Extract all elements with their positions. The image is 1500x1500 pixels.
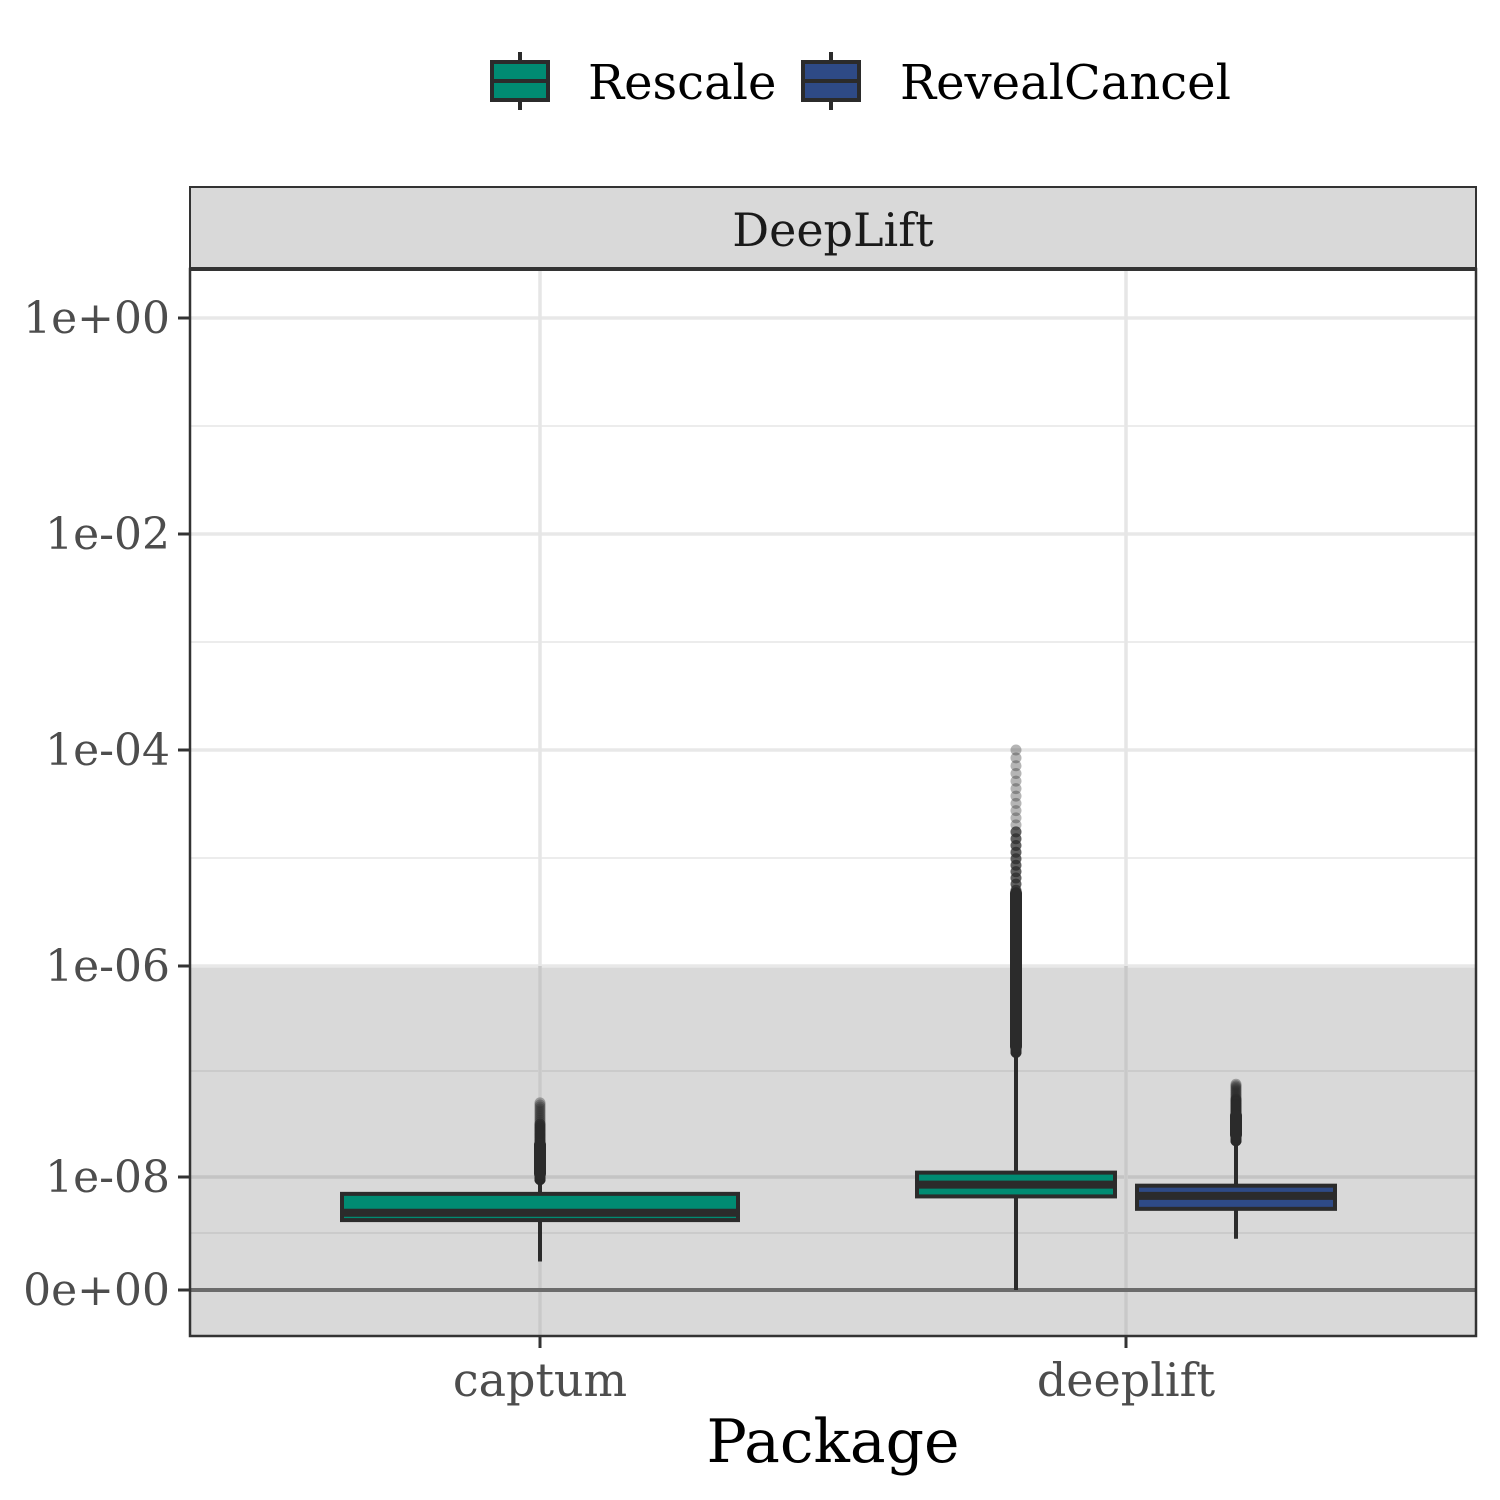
outlier-point bbox=[1010, 760, 1022, 772]
box-rescale-deeplift bbox=[915, 744, 1117, 1290]
shaded-band bbox=[190, 966, 1476, 1336]
outlier-point bbox=[534, 1113, 546, 1125]
outlier-point bbox=[1230, 1091, 1242, 1103]
y-tick-label: 1e-08 bbox=[45, 1152, 170, 1203]
box-revealcancel-deeplift bbox=[1135, 1078, 1337, 1239]
legend-label-revealcancel: RevealCancel bbox=[900, 55, 1231, 111]
outlier-point bbox=[1230, 1087, 1242, 1099]
outlier-point bbox=[1010, 767, 1022, 779]
outlier-point bbox=[1010, 752, 1022, 764]
outlier-point bbox=[1230, 1084, 1242, 1096]
outlier-point bbox=[1230, 1083, 1242, 1095]
outlier-point bbox=[1230, 1089, 1242, 1101]
outlier-point bbox=[1010, 783, 1022, 795]
y-tick-label: 1e-04 bbox=[45, 725, 170, 776]
x-axis-title: Package bbox=[706, 1407, 959, 1477]
outlier-point bbox=[1230, 1080, 1242, 1092]
legend-item-rescale: Rescale bbox=[490, 52, 776, 111]
outlier-point bbox=[534, 1097, 546, 1109]
y-axis: 0e+00 1e-08 1e-06 1e-04 1e-02 1e+00 bbox=[23, 293, 190, 1316]
outlier-point bbox=[534, 1111, 546, 1123]
outlier-point bbox=[534, 1105, 546, 1117]
x-tick-label: captum bbox=[453, 1353, 627, 1407]
outlier-point bbox=[1010, 744, 1022, 756]
box-rescale-captum bbox=[340, 1097, 740, 1262]
x-tick-label: deeplift bbox=[1037, 1353, 1216, 1407]
outlier-point bbox=[1010, 812, 1022, 824]
outlier-point bbox=[1230, 1088, 1242, 1100]
outlier-point bbox=[1230, 1081, 1242, 1093]
outlier-point bbox=[1010, 797, 1022, 809]
outlier-cluster bbox=[1010, 887, 1022, 1053]
outlier-point bbox=[1230, 1092, 1242, 1104]
outlier-point bbox=[534, 1114, 546, 1126]
outlier-point bbox=[1010, 790, 1022, 802]
facet-strip bbox=[189, 186, 1477, 270]
outlier-point bbox=[1010, 826, 1022, 838]
legend: Rescale RevealCancel bbox=[490, 52, 1231, 111]
outlier-point bbox=[1010, 775, 1022, 787]
gridlines bbox=[190, 269, 1476, 1336]
outlier-point bbox=[534, 1107, 546, 1119]
boxplots bbox=[340, 744, 1337, 1290]
outlier-point bbox=[1230, 1078, 1242, 1090]
shaded-region bbox=[190, 966, 1476, 1336]
x-axis: captum deeplift bbox=[453, 1336, 1216, 1407]
outlier-point bbox=[1230, 1093, 1242, 1105]
outlier-point bbox=[1010, 805, 1022, 817]
outlier-point bbox=[534, 1103, 546, 1115]
y-tick-label: 1e-06 bbox=[45, 941, 170, 992]
outlier-point bbox=[1010, 819, 1022, 831]
outlier-cluster bbox=[1230, 1109, 1242, 1141]
outlier-cluster bbox=[534, 1138, 546, 1180]
facet-label: DeepLift bbox=[732, 203, 934, 257]
outlier-point bbox=[1230, 1085, 1242, 1097]
outlier-point bbox=[534, 1101, 546, 1113]
outlier-point bbox=[534, 1118, 546, 1130]
y-tick-label: 0e+00 bbox=[23, 1265, 170, 1316]
y-tick-label: 1e+00 bbox=[23, 293, 170, 344]
outlier-point bbox=[534, 1116, 546, 1128]
legend-label-rescale: Rescale bbox=[588, 55, 776, 111]
legend-item-revealcancel: RevealCancel bbox=[801, 52, 1231, 111]
outlier-point bbox=[534, 1109, 546, 1121]
outlier-point bbox=[534, 1099, 546, 1111]
y-tick-label: 1e-02 bbox=[45, 509, 170, 560]
